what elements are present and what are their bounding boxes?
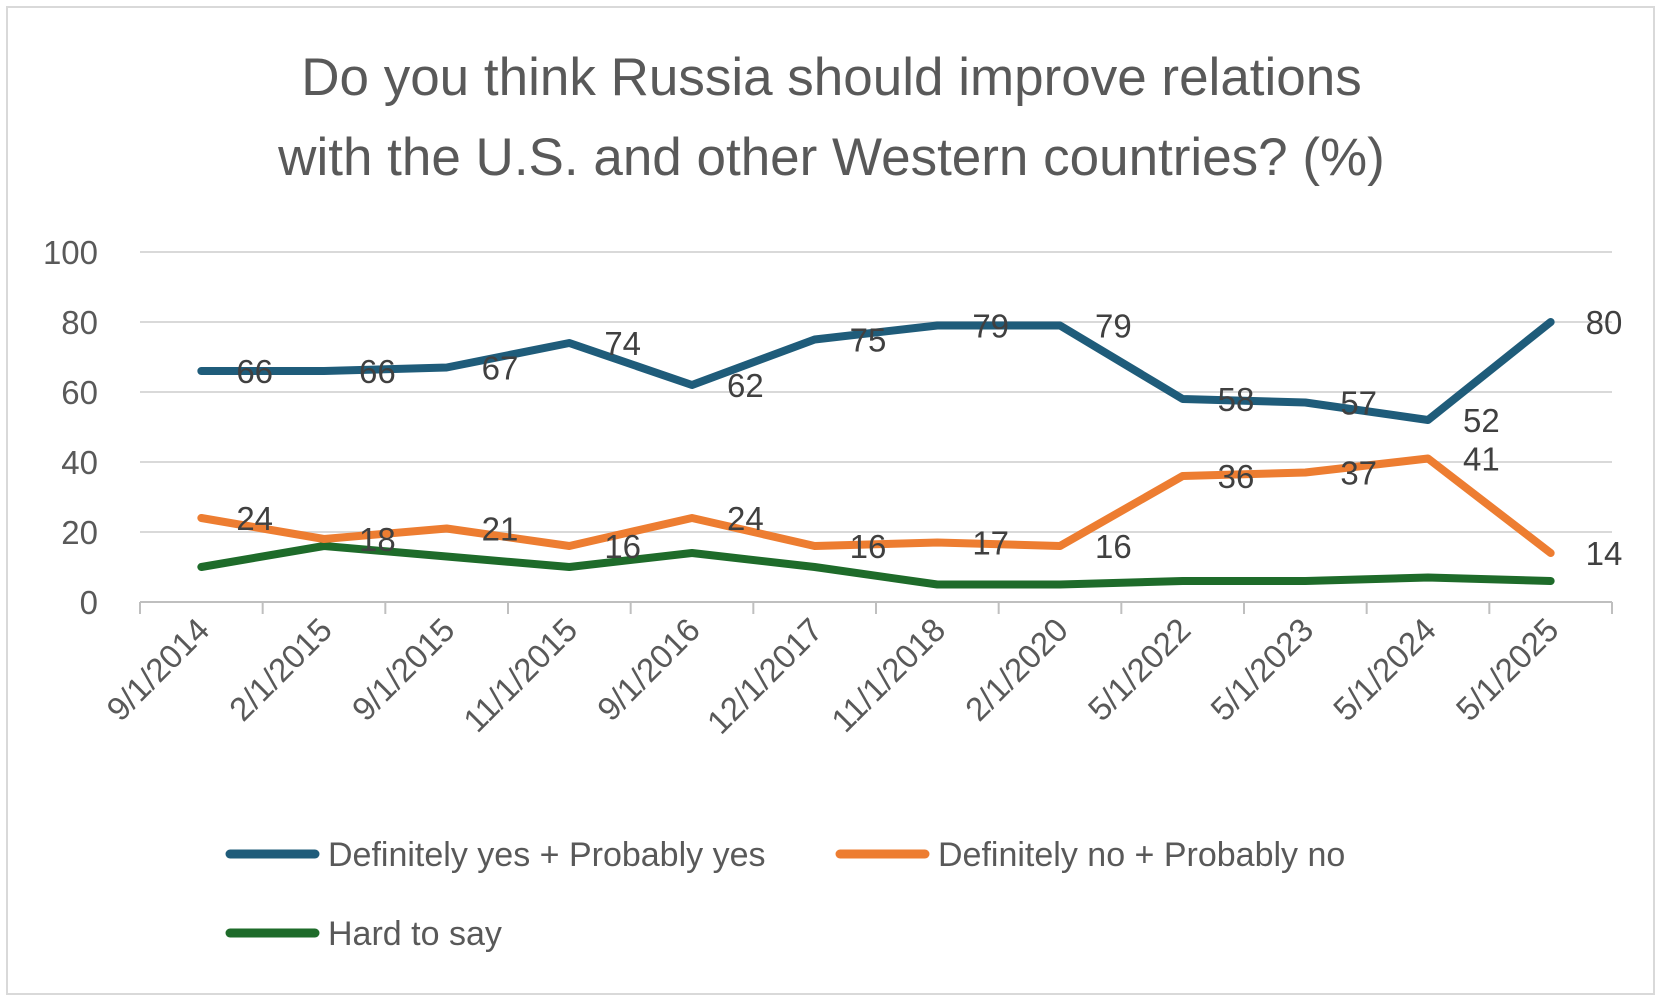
series-line-2 <box>197 542 1555 589</box>
data-label-series-1: 24 <box>236 500 273 537</box>
x-tick-label: 9/1/2015 <box>345 611 462 728</box>
data-label-series-0: 66 <box>236 353 273 390</box>
series-line-1 <box>197 454 1555 557</box>
legend-item-2: Hard to say <box>225 915 502 953</box>
data-label-series-1: 14 <box>1586 535 1623 572</box>
data-label-series-0: 58 <box>1218 381 1255 418</box>
x-tick-label: 9/1/2016 <box>590 611 707 728</box>
y-tick-label-0: 0 <box>80 584 98 621</box>
y-tick-label-60: 60 <box>61 374 98 411</box>
data-label-series-0: 52 <box>1463 402 1500 439</box>
data-label-series-0: 74 <box>604 325 641 362</box>
data-label-series-1: 24 <box>727 500 764 537</box>
y-tick-label-40: 40 <box>61 444 98 481</box>
chart-title-line-2: with the U.S. and other Western countrie… <box>278 128 1385 187</box>
x-tick-label: 5/1/2025 <box>1449 611 1566 728</box>
legend: Definitely yes + Probably yes Definitely … <box>225 836 1345 953</box>
y-axis: 0 20 40 60 80 100 <box>43 234 98 621</box>
data-label-series-0: 75 <box>850 322 887 359</box>
chart-title-line-1: Do you think Russia should improve relat… <box>301 48 1362 107</box>
legend-item-1: Definitely no + Probably no <box>835 836 1345 874</box>
x-tick-label: 11/1/2018 <box>824 611 952 739</box>
data-label-series-0: 62 <box>727 367 764 404</box>
data-label-series-1: 37 <box>1340 455 1377 492</box>
data-label-series-0: 79 <box>1095 308 1132 345</box>
y-tick-label-20: 20 <box>61 514 98 551</box>
data-label-series-0: 67 <box>482 350 519 387</box>
data-labels: 66 66 67 74 62 75 79 79 58 57 52 80 24 18 21 16 24 16 17 16… <box>236 304 1622 572</box>
data-label-series-0: 80 <box>1586 304 1623 341</box>
legend-label: Hard to say <box>328 915 502 953</box>
data-label-series-1: 16 <box>604 528 641 565</box>
y-tick-label-80: 80 <box>61 304 98 341</box>
data-label-series-1: 16 <box>1095 528 1132 565</box>
data-label-series-0: 57 <box>1340 385 1377 422</box>
x-tick-label: 5/1/2023 <box>1203 611 1320 728</box>
data-label-series-1: 36 <box>1218 458 1255 495</box>
x-tick-label: 9/1/2014 <box>99 611 216 728</box>
data-label-series-1: 21 <box>482 511 519 548</box>
series-lines <box>197 318 1555 589</box>
x-tick-label: 5/1/2022 <box>1081 611 1198 728</box>
y-tick-label-100: 100 <box>43 234 98 271</box>
gridlines <box>140 251 1612 533</box>
data-label-series-1: 17 <box>972 525 1009 562</box>
data-label-series-1: 18 <box>359 521 396 558</box>
x-tick-label: 2/1/2015 <box>222 611 339 728</box>
data-label-series-1: 16 <box>850 528 887 565</box>
x-tick-label: 12/1/2017 <box>700 611 830 741</box>
series-line-0 <box>197 318 1555 424</box>
x-tick-label: 2/1/2020 <box>958 611 1075 728</box>
x-tick-label: 11/1/2015 <box>456 611 584 739</box>
legend-item-0: Definitely yes + Probably yes <box>225 836 765 874</box>
chart-frame <box>6 6 1655 995</box>
data-label-series-1: 41 <box>1463 441 1500 478</box>
legend-label: Definitely no + Probably no <box>938 836 1345 874</box>
legend-label: Definitely yes + Probably yes <box>328 836 765 874</box>
data-label-series-0: 66 <box>359 353 396 390</box>
x-tick-label: 5/1/2024 <box>1326 611 1443 728</box>
data-label-series-0: 79 <box>972 308 1009 345</box>
